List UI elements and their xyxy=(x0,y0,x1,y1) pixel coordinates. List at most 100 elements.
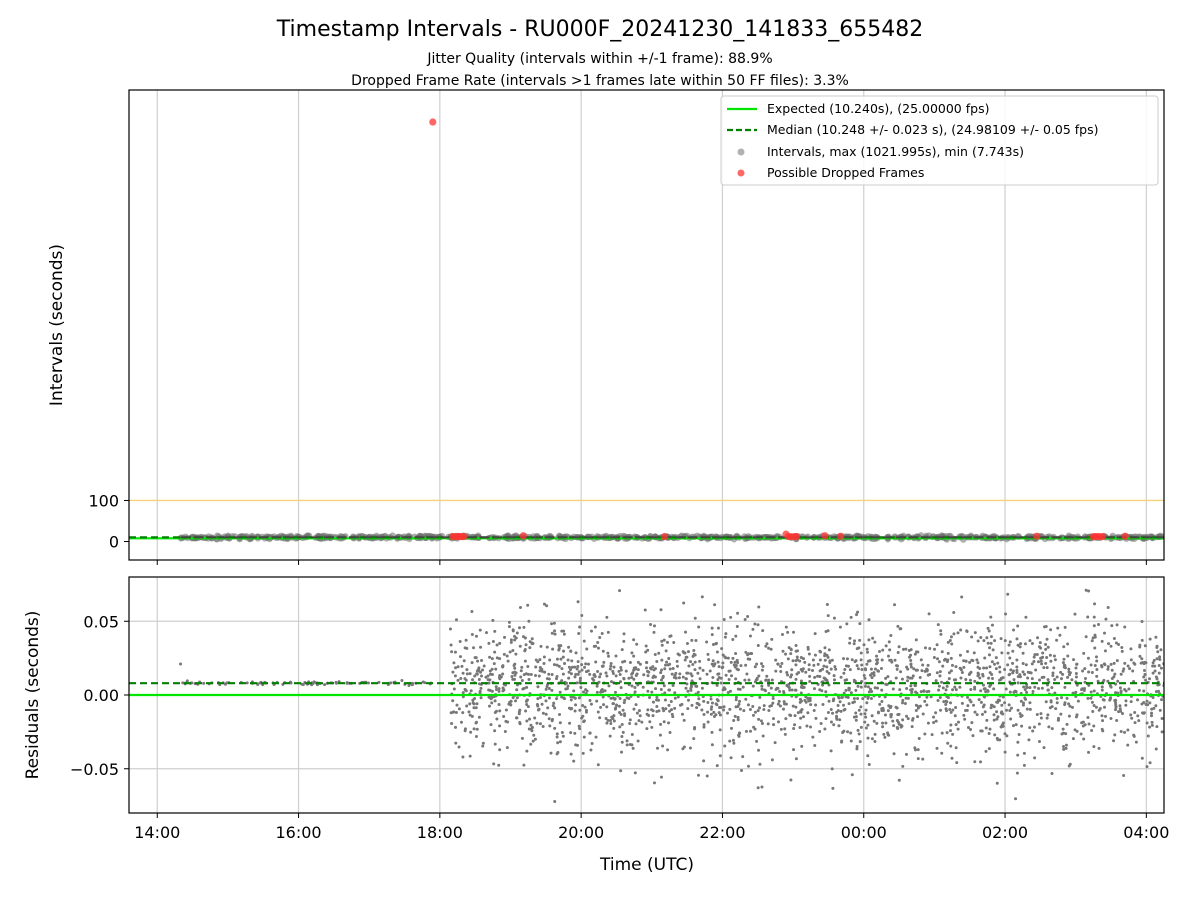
residual-point xyxy=(1044,700,1048,704)
residual-point xyxy=(769,686,773,690)
legend-dropped-label: Possible Dropped Frames xyxy=(767,165,924,180)
residual-point xyxy=(663,691,667,695)
residual-point xyxy=(1008,640,1012,644)
residual-point xyxy=(693,616,697,620)
residual-point xyxy=(584,708,588,712)
residual-point xyxy=(518,644,522,648)
residual-point xyxy=(676,695,680,699)
residual-point xyxy=(959,628,963,632)
residual-point xyxy=(473,674,477,678)
residual-point xyxy=(920,669,924,673)
residual-point xyxy=(1051,671,1055,675)
residual-point xyxy=(1090,700,1094,704)
residual-point xyxy=(832,674,836,678)
residual-point xyxy=(909,648,913,652)
residual-point xyxy=(923,669,927,673)
residual-point xyxy=(637,719,641,723)
residual-point xyxy=(1064,746,1068,750)
residual-point xyxy=(1016,624,1020,628)
residual-point xyxy=(970,721,974,725)
residual-point xyxy=(1063,701,1067,705)
residual-point xyxy=(534,674,538,678)
residual-point xyxy=(846,730,850,734)
residual-point xyxy=(855,647,859,651)
residual-point xyxy=(596,646,600,650)
residual-point xyxy=(682,745,686,749)
residual-point xyxy=(1012,690,1016,694)
residual-point xyxy=(580,668,584,672)
residual-point xyxy=(1130,716,1134,720)
residual-point xyxy=(857,708,861,712)
residual-point xyxy=(611,696,615,700)
residual-point xyxy=(976,665,980,669)
residual-point xyxy=(934,679,938,683)
residual-point xyxy=(823,646,827,650)
residual-point xyxy=(993,639,997,643)
residual-point xyxy=(824,690,828,694)
residual-point xyxy=(811,658,815,662)
residual-point xyxy=(966,650,970,654)
residual-point xyxy=(463,646,467,650)
residual-point xyxy=(457,745,461,749)
residual-point xyxy=(345,681,349,685)
residual-point xyxy=(757,748,761,752)
residual-point xyxy=(643,608,647,612)
residual-point xyxy=(725,711,729,715)
residual-point xyxy=(970,635,974,639)
residual-point xyxy=(468,702,472,706)
residual-point xyxy=(833,678,837,682)
residual-point xyxy=(1033,653,1037,657)
residual-point xyxy=(1055,697,1059,701)
residual-point xyxy=(1090,639,1094,643)
residual-point xyxy=(1070,678,1074,682)
residual-point xyxy=(1124,689,1128,693)
residual-point xyxy=(827,699,831,703)
residual-point xyxy=(581,751,585,755)
intervals-y-tick-label: 100 xyxy=(88,491,119,510)
residual-point xyxy=(673,706,677,710)
residual-point xyxy=(1055,638,1059,642)
residual-point xyxy=(476,659,480,663)
residual-point xyxy=(888,648,892,652)
residual-point xyxy=(884,644,888,648)
residual-point xyxy=(587,662,591,666)
residual-point xyxy=(829,749,833,753)
residual-point xyxy=(542,661,546,665)
residual-point xyxy=(1021,670,1025,674)
residual-point xyxy=(592,673,596,677)
residual-point xyxy=(655,695,659,699)
residual-point xyxy=(778,690,782,694)
residual-point xyxy=(993,662,997,666)
residual-point xyxy=(488,669,492,673)
residual-point xyxy=(1000,723,1004,727)
residual-point xyxy=(1155,657,1159,661)
residual-point xyxy=(745,672,749,676)
residual-point xyxy=(988,727,992,731)
residual-point xyxy=(987,676,991,680)
residual-point xyxy=(606,651,610,655)
residual-point xyxy=(614,674,618,678)
residual-point xyxy=(1152,658,1156,662)
residual-point xyxy=(518,721,522,725)
residual-point xyxy=(560,695,564,699)
dropped-frame-point xyxy=(836,532,845,540)
residual-point xyxy=(729,615,733,619)
residual-point xyxy=(916,715,920,719)
residual-point xyxy=(866,685,870,689)
residual-point xyxy=(895,667,899,671)
residual-point xyxy=(488,655,492,659)
residual-point xyxy=(988,665,992,669)
residual-point xyxy=(991,648,995,652)
residual-point xyxy=(956,720,960,724)
residual-point xyxy=(946,651,950,655)
residual-point xyxy=(899,670,903,674)
residual-point xyxy=(940,650,944,654)
residual-point xyxy=(460,664,464,668)
residual-point xyxy=(650,690,654,694)
residual-point xyxy=(661,706,665,710)
residual-point xyxy=(1067,714,1071,718)
residual-point xyxy=(794,705,798,709)
residual-point xyxy=(1082,651,1086,655)
residual-point xyxy=(553,706,557,710)
residual-point xyxy=(501,672,505,676)
